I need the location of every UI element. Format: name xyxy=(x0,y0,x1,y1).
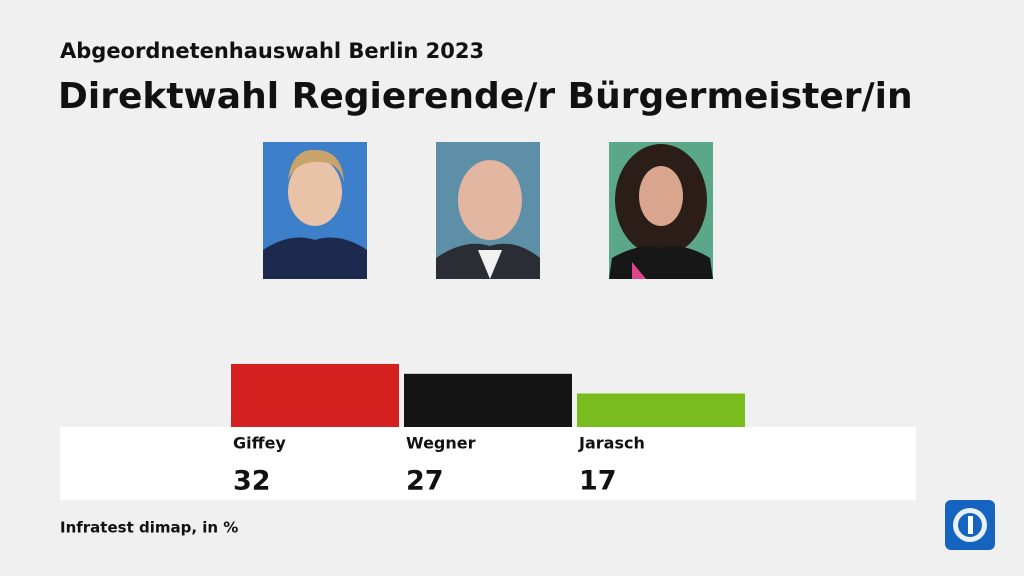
value-label: 27 xyxy=(406,466,444,497)
chart-subtitle: Abgeordnetenhauswahl Berlin 2023 xyxy=(60,39,484,63)
broadcaster-logo xyxy=(945,500,995,550)
portrait xyxy=(609,142,713,279)
portrait xyxy=(263,142,367,279)
category-label: Giffey xyxy=(233,434,286,453)
category-label: Wegner xyxy=(406,434,476,453)
bar xyxy=(577,393,745,427)
value-label: 32 xyxy=(233,466,271,497)
source-note: Infratest dimap, in % xyxy=(60,519,238,537)
category-label: Jarasch xyxy=(578,434,645,453)
bar xyxy=(231,363,399,427)
value-label: 17 xyxy=(579,466,617,497)
chart-title: Direktwahl Regierende/r Bürgermeister/in xyxy=(58,76,913,117)
label-panel xyxy=(60,427,916,500)
bar xyxy=(404,373,572,427)
portrait xyxy=(436,142,540,279)
